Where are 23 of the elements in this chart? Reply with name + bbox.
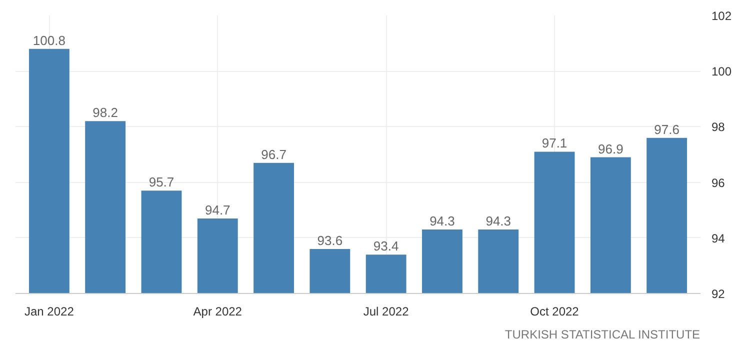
data-label: 96.7 xyxy=(261,146,286,162)
data-label: 98.2 xyxy=(92,105,118,120)
data-label: 96.9 xyxy=(598,141,624,156)
data-label: 93.6 xyxy=(317,233,343,248)
y-tick-label: 102 xyxy=(712,9,732,23)
y-tick-label: 92 xyxy=(712,287,726,301)
y-tick-label: 94 xyxy=(712,231,726,246)
y-tick-label: 100 xyxy=(712,64,732,79)
data-label: 94.3 xyxy=(430,214,455,229)
data-label: 94.3 xyxy=(486,214,512,229)
data-label: 97.1 xyxy=(542,136,568,151)
x-tick-label: Jan 2022 xyxy=(24,304,74,318)
y-tick-label: 98 xyxy=(712,120,726,134)
data-label: 100.8 xyxy=(32,32,66,48)
data-label: 94.7 xyxy=(204,202,230,218)
data-label: 97.6 xyxy=(654,122,680,137)
x-tick-label: Jul 2022 xyxy=(363,304,410,318)
text: TURKISH STATISTICAL INSTITUTE xyxy=(504,328,700,342)
y-tick-label: 96 xyxy=(712,176,726,190)
data-label: 93.4 xyxy=(373,238,399,254)
x-tick-label: Apr 2022 xyxy=(193,304,242,318)
data-label: 95.7 xyxy=(148,174,174,190)
x-tick-label: Oct 2022 xyxy=(530,304,580,318)
